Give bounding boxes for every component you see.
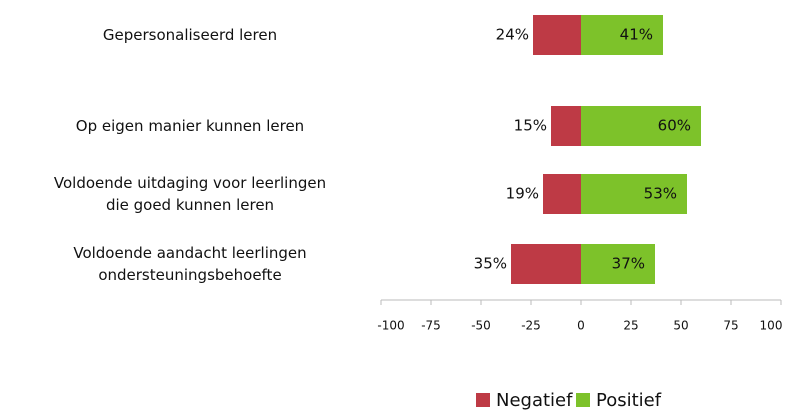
x-tick-label: 50 — [673, 319, 688, 333]
bar — [551, 106, 581, 146]
category-line: Voldoende aandacht leerlingen — [73, 244, 306, 262]
value-label: 53% — [644, 185, 677, 203]
x-tick-label: -75 — [421, 319, 441, 333]
x-tick-label: -25 — [521, 319, 541, 333]
bar — [533, 15, 581, 55]
x-tick-label: 0 — [577, 319, 585, 333]
x-tick-label: -50 — [471, 319, 491, 333]
category-label: Voldoende aandacht leerlingen ondersteuni… — [73, 244, 306, 284]
category-label: Gepersonaliseerd leren — [103, 26, 277, 44]
value-label: 60% — [658, 117, 691, 135]
bar — [581, 174, 687, 214]
legend-swatch — [576, 393, 590, 407]
category-line: Op eigen manier kunnen leren — [76, 117, 304, 135]
bar — [581, 15, 663, 55]
category-line: die goed kunnen leren — [106, 196, 274, 214]
category-label: Op eigen manier kunnen leren — [76, 117, 304, 135]
category-label: Voldoende uitdaging voor leerlingen die g… — [54, 174, 326, 214]
value-label: 37% — [612, 255, 645, 273]
bar — [511, 244, 581, 284]
x-tick-label: -100 — [377, 319, 404, 333]
x-tick-label: 100 — [760, 319, 783, 333]
legend-label: Negatief — [496, 390, 573, 411]
category-line: ondersteuningsbehoefte — [98, 266, 281, 284]
value-label: 41% — [620, 26, 653, 44]
bar — [543, 174, 581, 214]
legend-label: Positief — [596, 390, 662, 411]
value-label: 19% — [506, 185, 539, 203]
category-line: Voldoende uitdaging voor leerlingen — [54, 174, 326, 192]
value-label: 35% — [474, 255, 507, 273]
category-line: Gepersonaliseerd leren — [103, 26, 277, 44]
x-tick-label: 75 — [723, 319, 738, 333]
legend-swatch — [476, 393, 490, 407]
value-label: 24% — [496, 26, 529, 44]
x-tick-label: 25 — [623, 319, 638, 333]
bar — [581, 244, 655, 284]
value-label: 15% — [514, 117, 547, 135]
bar — [581, 106, 701, 146]
